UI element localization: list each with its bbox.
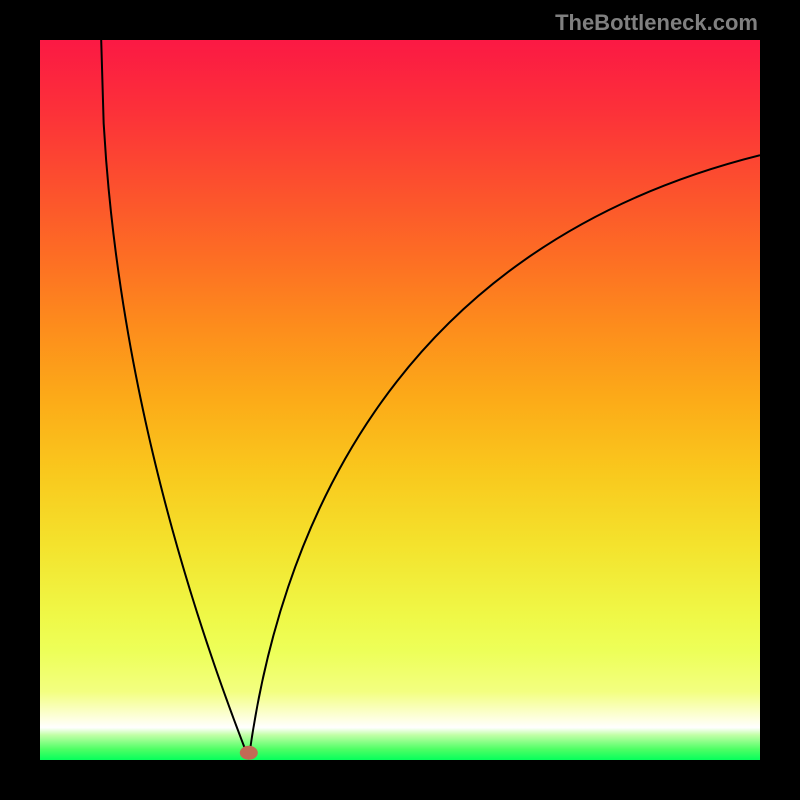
watermark-text: TheBottleneck.com [555, 10, 758, 35]
watermark: TheBottleneck.com [555, 10, 758, 36]
chart-svg [0, 0, 800, 800]
chart-frame: TheBottleneck.com [0, 0, 800, 800]
vertex-marker [240, 746, 258, 760]
